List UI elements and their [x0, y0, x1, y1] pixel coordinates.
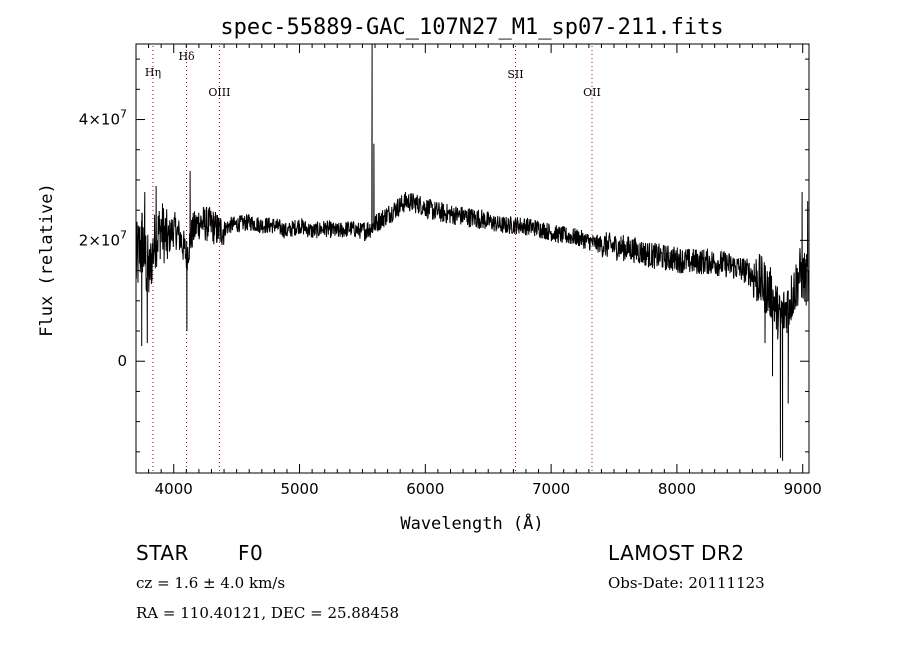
- y-axis-label: Flux (relative): [37, 183, 57, 337]
- line-marker-label: Hδ: [178, 50, 195, 63]
- y-tick-label: 0: [117, 352, 127, 370]
- x-axis-label: Wavelength (Å): [400, 512, 543, 534]
- object-subclass: F0: [238, 541, 264, 565]
- observation-date: Obs-Date: 20111123: [608, 574, 765, 592]
- x-axis: 4000 5000 6000 7000 8000 9000: [135, 44, 822, 498]
- ra-dec: RA = 110.40121, DEC = 25.88458: [136, 604, 400, 622]
- x-tick-label: 6000: [406, 480, 444, 498]
- line-marker-label: OIII: [208, 86, 230, 99]
- x-tick-label: 7000: [532, 480, 570, 498]
- x-tick-label: 8000: [658, 480, 696, 498]
- line-marker-label: OII: [583, 86, 601, 99]
- y-tick-label: 4×107: [79, 108, 127, 129]
- x-tick-label: 9000: [784, 480, 822, 498]
- spectrum: [135, 43, 809, 461]
- y-axis: 0 2×107 4×107: [79, 58, 809, 453]
- plot-frame: [135, 43, 810, 474]
- redshift-cz: cz = 1.6 ± 4.0 km/s: [136, 574, 286, 592]
- y-tick-label: 2×107: [79, 228, 127, 249]
- chart-title: spec-55889-GAC_107N27_M1_sp07-211.fits: [220, 15, 723, 40]
- line-marker-label: Hη: [145, 66, 161, 79]
- spectrum-line: [135, 43, 809, 461]
- x-tick-label: 5000: [280, 480, 318, 498]
- line-marker-label: SII: [507, 68, 523, 81]
- x-tick-label: 4000: [155, 480, 193, 498]
- survey-name: LAMOST DR2: [608, 541, 745, 565]
- object-class: STAR: [136, 541, 189, 565]
- emission-line-labels: Hη Hδ OIII SII OII: [145, 50, 601, 99]
